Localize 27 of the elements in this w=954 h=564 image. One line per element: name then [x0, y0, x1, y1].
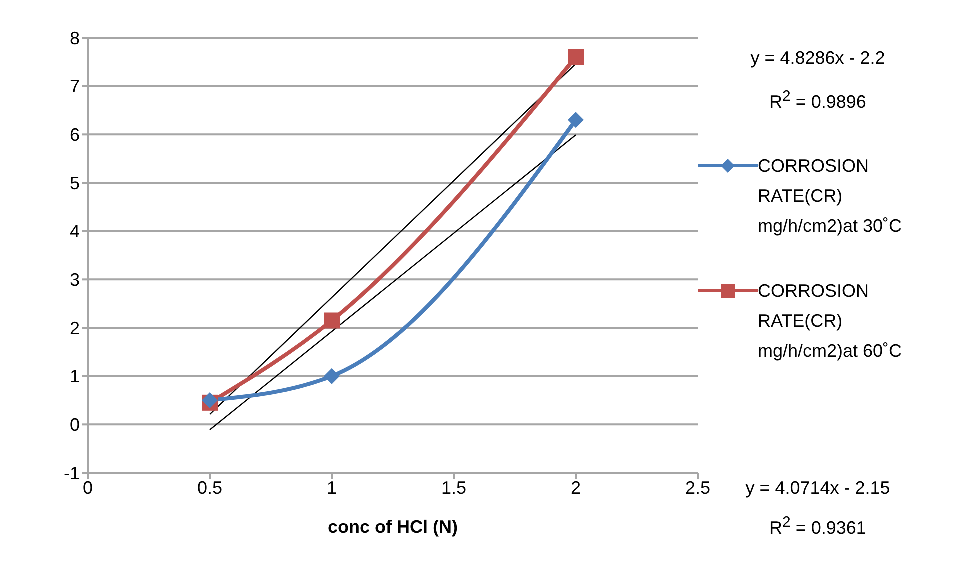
y-tick-label: 7	[70, 76, 80, 97]
y-tick-label: 6	[70, 125, 80, 146]
text: R$^{2}$ = 0.9896	[768, 88, 868, 113]
legend-label: CORROSION RATE(CR) mg/h/cm2)at 30˚C	[758, 154, 904, 238]
point	[324, 312, 340, 329]
x-axis-title: conc of HCl (N)	[328, 517, 458, 537]
point	[568, 112, 584, 128]
y-tick-label: 5	[70, 173, 80, 194]
point	[324, 368, 340, 384]
y-tick-label: 1	[70, 366, 80, 387]
y-tick-label: -1	[64, 463, 80, 484]
x-tick-label: 2.5	[685, 478, 711, 498]
y-tick-label: 3	[70, 270, 80, 290]
y-tick-label: 4	[70, 222, 80, 242]
text: y = 4.0714x - 2.15	[746, 478, 890, 498]
legend-label: CORROSION RATE(CR) mg/h/cm2)at 60˚C	[758, 280, 904, 363]
x-tick-label: 0	[82, 478, 94, 498]
text: y = 4.8286x - 2.2	[750, 48, 886, 69]
y-tick-label: 2	[70, 318, 80, 338]
point	[568, 49, 584, 66]
x-tick-label: 0.5	[197, 478, 223, 498]
text: R$^{2}$ = 0.9361	[768, 514, 868, 539]
x-tick-label: 1.5	[441, 478, 467, 498]
x-tick-label: 1	[326, 478, 338, 498]
x-tick-label: 2	[570, 478, 582, 498]
y-tick-label: 0	[70, 415, 80, 436]
y-tick-label: 8	[70, 28, 80, 48]
